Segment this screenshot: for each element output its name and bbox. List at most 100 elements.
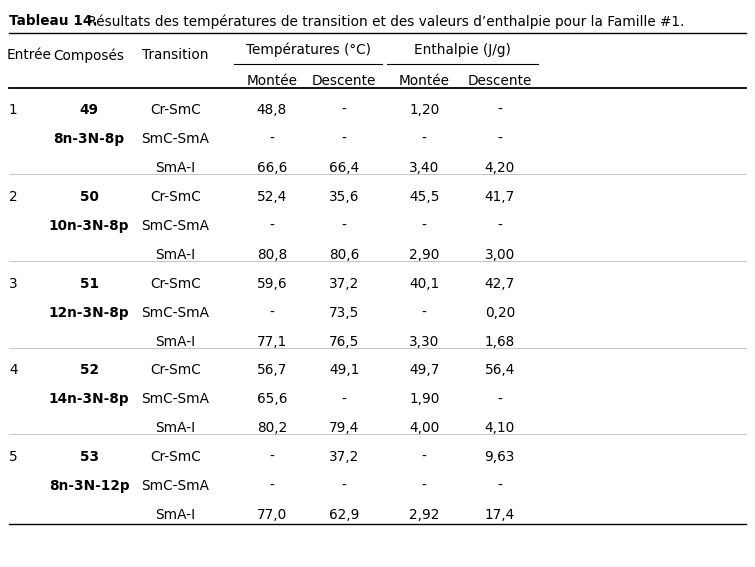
Text: 1,68: 1,68 bbox=[485, 335, 515, 349]
Text: -: - bbox=[270, 479, 274, 493]
Text: Descente: Descente bbox=[467, 74, 532, 88]
Text: -: - bbox=[498, 219, 502, 233]
Text: 9,63: 9,63 bbox=[485, 450, 515, 464]
Text: -: - bbox=[422, 479, 427, 493]
Text: -: - bbox=[342, 479, 347, 493]
Text: 50: 50 bbox=[79, 190, 98, 204]
Text: SmC-SmA: SmC-SmA bbox=[141, 392, 209, 407]
Text: Cr-SmC: Cr-SmC bbox=[149, 450, 201, 464]
Text: 8n-3N-8p: 8n-3N-8p bbox=[54, 132, 125, 146]
Text: 77,0: 77,0 bbox=[257, 508, 287, 522]
Text: -: - bbox=[270, 132, 274, 146]
Text: 59,6: 59,6 bbox=[257, 277, 287, 291]
Text: 80,2: 80,2 bbox=[257, 421, 287, 435]
Text: 49,1: 49,1 bbox=[329, 363, 359, 378]
Text: 3,40: 3,40 bbox=[409, 161, 439, 175]
Text: Enthalpie (J/g): Enthalpie (J/g) bbox=[414, 43, 510, 57]
Text: 51: 51 bbox=[79, 277, 99, 291]
Text: 8n-3N-12p: 8n-3N-12p bbox=[49, 479, 129, 493]
Text: -: - bbox=[498, 392, 502, 407]
Text: 2: 2 bbox=[9, 190, 17, 204]
Text: 35,6: 35,6 bbox=[329, 190, 359, 204]
Text: 79,4: 79,4 bbox=[329, 421, 359, 435]
Text: -: - bbox=[422, 219, 427, 233]
Text: 12n-3N-8p: 12n-3N-8p bbox=[49, 306, 129, 320]
Text: -: - bbox=[498, 479, 502, 493]
Text: -: - bbox=[342, 219, 347, 233]
Text: Transition: Transition bbox=[142, 48, 208, 62]
Text: 10n-3N-8p: 10n-3N-8p bbox=[49, 219, 129, 233]
Text: SmA-I: SmA-I bbox=[155, 421, 196, 435]
Text: -: - bbox=[422, 132, 427, 146]
Text: -: - bbox=[342, 132, 347, 146]
Text: Résultats des températures de transition et des valeurs d’enthalpie pour la Fami: Résultats des températures de transition… bbox=[83, 14, 685, 29]
Text: 66,6: 66,6 bbox=[257, 161, 287, 175]
Text: 4,10: 4,10 bbox=[485, 421, 515, 435]
Text: 1,20: 1,20 bbox=[409, 103, 439, 117]
Text: Cr-SmC: Cr-SmC bbox=[149, 277, 201, 291]
Text: 37,2: 37,2 bbox=[329, 277, 359, 291]
Text: 2,90: 2,90 bbox=[409, 248, 439, 262]
Text: SmC-SmA: SmC-SmA bbox=[141, 132, 209, 146]
Text: -: - bbox=[422, 450, 427, 464]
Text: 37,2: 37,2 bbox=[329, 450, 359, 464]
Text: 5: 5 bbox=[9, 450, 18, 464]
Text: 73,5: 73,5 bbox=[329, 306, 359, 320]
Text: 40,1: 40,1 bbox=[409, 277, 439, 291]
Text: Montée: Montée bbox=[399, 74, 450, 88]
Text: 4,00: 4,00 bbox=[409, 421, 439, 435]
Text: 14n-3N-8p: 14n-3N-8p bbox=[49, 392, 129, 407]
Text: 45,5: 45,5 bbox=[409, 190, 439, 204]
Text: SmA-I: SmA-I bbox=[155, 335, 196, 349]
Text: 76,5: 76,5 bbox=[329, 335, 359, 349]
Text: SmA-I: SmA-I bbox=[155, 248, 196, 262]
Text: 53: 53 bbox=[79, 450, 99, 464]
Text: 4: 4 bbox=[9, 363, 17, 378]
Text: Entrée: Entrée bbox=[6, 48, 51, 62]
Text: 62,9: 62,9 bbox=[329, 508, 359, 522]
Text: 48,8: 48,8 bbox=[257, 103, 287, 117]
Text: Cr-SmC: Cr-SmC bbox=[149, 363, 201, 378]
Text: SmC-SmA: SmC-SmA bbox=[141, 306, 209, 320]
Text: 56,4: 56,4 bbox=[485, 363, 515, 378]
Text: -: - bbox=[498, 132, 502, 146]
Text: Tableau 14.: Tableau 14. bbox=[9, 14, 97, 28]
Text: Composés: Composés bbox=[54, 48, 125, 62]
Text: -: - bbox=[270, 219, 274, 233]
Text: -: - bbox=[270, 450, 274, 464]
Text: 77,1: 77,1 bbox=[257, 335, 287, 349]
Text: 17,4: 17,4 bbox=[485, 508, 515, 522]
Text: 49: 49 bbox=[79, 103, 99, 117]
Text: SmC-SmA: SmC-SmA bbox=[141, 479, 209, 493]
Text: -: - bbox=[342, 392, 347, 407]
Text: 42,7: 42,7 bbox=[485, 277, 515, 291]
Text: Cr-SmC: Cr-SmC bbox=[149, 103, 201, 117]
Text: 65,6: 65,6 bbox=[257, 392, 287, 407]
Text: 52: 52 bbox=[79, 363, 99, 378]
Text: 3: 3 bbox=[9, 277, 17, 291]
Text: 80,6: 80,6 bbox=[329, 248, 359, 262]
Text: 1,90: 1,90 bbox=[409, 392, 439, 407]
Text: -: - bbox=[422, 306, 427, 320]
Text: 0,20: 0,20 bbox=[485, 306, 515, 320]
Text: Montée: Montée bbox=[246, 74, 297, 88]
Text: 3,30: 3,30 bbox=[409, 335, 439, 349]
Text: 1: 1 bbox=[9, 103, 17, 117]
Text: -: - bbox=[498, 103, 502, 117]
Text: 3,00: 3,00 bbox=[485, 248, 515, 262]
Text: -: - bbox=[270, 306, 274, 320]
Text: Descente: Descente bbox=[312, 74, 377, 88]
Text: SmA-I: SmA-I bbox=[155, 161, 196, 175]
Text: -: - bbox=[342, 103, 347, 117]
Text: 56,7: 56,7 bbox=[257, 363, 287, 378]
Text: 80,8: 80,8 bbox=[257, 248, 287, 262]
Text: Températures (°C): Températures (°C) bbox=[245, 43, 371, 57]
Text: 41,7: 41,7 bbox=[485, 190, 515, 204]
Text: SmC-SmA: SmC-SmA bbox=[141, 219, 209, 233]
Text: Cr-SmC: Cr-SmC bbox=[149, 190, 201, 204]
Text: 66,4: 66,4 bbox=[329, 161, 359, 175]
Text: 52,4: 52,4 bbox=[257, 190, 287, 204]
Text: 2,92: 2,92 bbox=[409, 508, 439, 522]
Text: 49,7: 49,7 bbox=[409, 363, 439, 378]
Text: SmA-I: SmA-I bbox=[155, 508, 196, 522]
